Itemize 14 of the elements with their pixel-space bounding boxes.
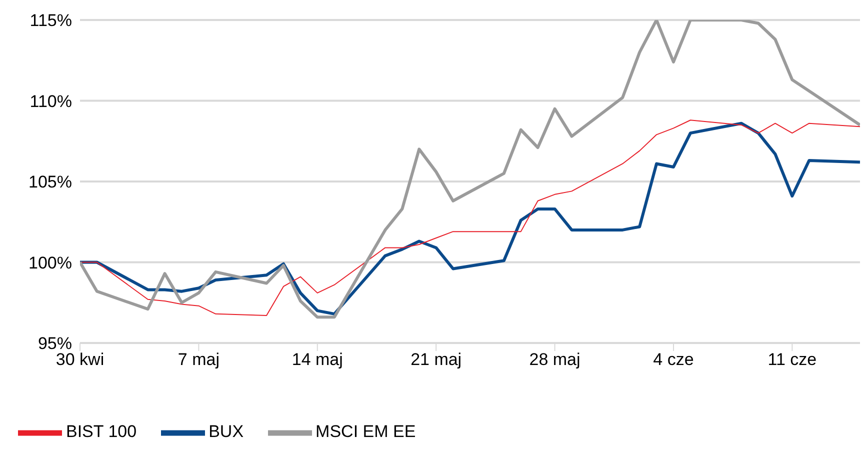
x-tick-label: 4 cze <box>653 350 694 370</box>
x-tick-label: 28 maj <box>529 350 580 370</box>
x-tick-label: 21 maj <box>410 350 462 370</box>
x-tick-label: 14 maj <box>292 350 343 370</box>
line-series <box>80 20 860 319</box>
y-tick-label: 100% <box>28 253 72 272</box>
legend-label: MSCI EM EE <box>316 422 416 442</box>
legend-label: BUX <box>208 422 244 442</box>
y-tick-label: 105% <box>28 172 72 192</box>
x-tick-label: 7 maj <box>178 350 220 370</box>
legend-label: BIST 100 <box>66 422 137 442</box>
y-tick-label: 115% <box>30 11 72 30</box>
y-tick-label: 110% <box>30 92 72 111</box>
x-tick-label: 11 cze <box>768 350 817 370</box>
